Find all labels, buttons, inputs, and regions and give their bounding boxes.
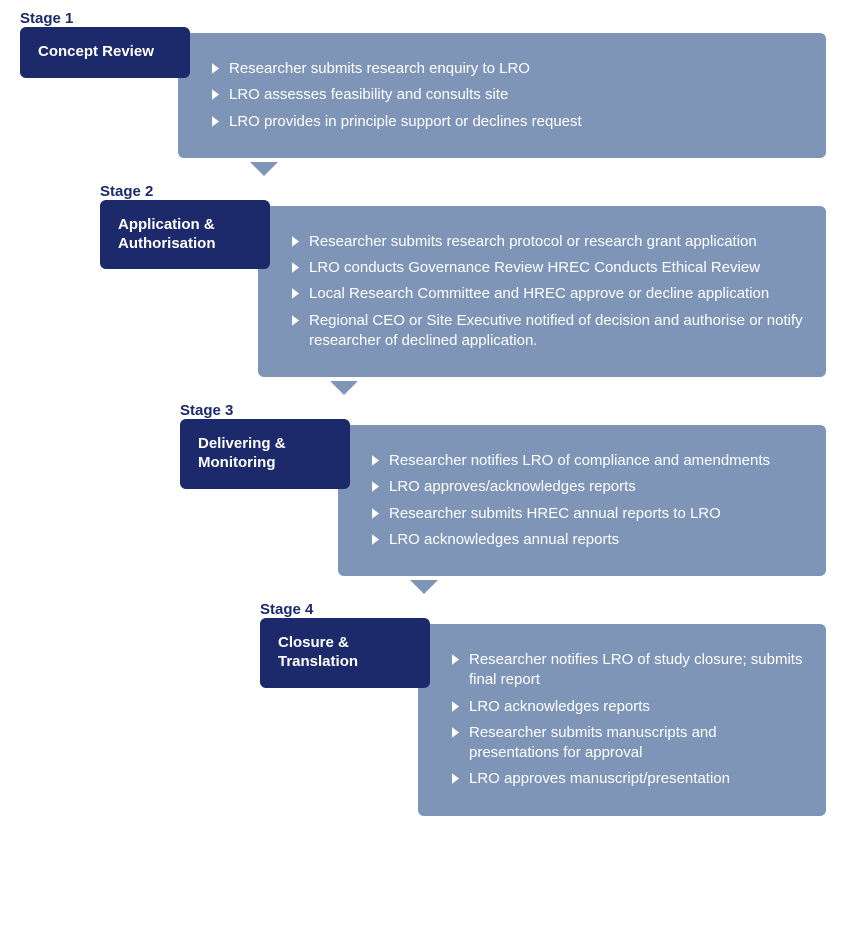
process-flow: Stage 1Concept ReviewResearcher submits …	[20, 10, 826, 816]
list-item-text: Researcher notifies LRO of compliance an…	[389, 451, 804, 471]
list-item-text: LRO conducts Governance Review HREC Cond…	[309, 258, 804, 278]
chevron-down-icon	[250, 162, 278, 176]
list-item: LRO conducts Governance Review HREC Cond…	[292, 258, 804, 278]
stage-header: Closure & Translation	[260, 618, 430, 688]
stage-row: Concept ReviewResearcher submits researc…	[20, 33, 826, 158]
list-item-text: Researcher notifies LRO of study closure…	[469, 650, 804, 691]
stage-connector	[20, 162, 826, 181]
stage-body: Researcher notifies LRO of study closure…	[418, 624, 826, 816]
list-item: Local Research Committee and HREC approv…	[292, 284, 804, 304]
list-item-text: Researcher submits HREC annual reports t…	[389, 504, 804, 524]
stage-body: Researcher submits research enquiry to L…	[178, 33, 826, 158]
caret-right-icon	[452, 727, 459, 738]
list-item: Researcher submits HREC annual reports t…	[372, 504, 804, 524]
list-item: Researcher submits research protocol or …	[292, 232, 804, 252]
stage-connector	[20, 580, 826, 599]
caret-right-icon	[212, 116, 219, 127]
caret-right-icon	[292, 288, 299, 299]
stage-block: Stage 3Delivering & MonitoringResearcher…	[20, 402, 826, 576]
list-item-text: Local Research Committee and HREC approv…	[309, 284, 804, 304]
stage-block: Stage 4Closure & TranslationResearcher n…	[20, 601, 826, 816]
list-item-text: LRO acknowledges reports	[469, 697, 804, 717]
list-item-text: LRO provides in principle support or dec…	[229, 112, 804, 132]
stage-row: Application & AuthorisationResearcher su…	[100, 206, 826, 377]
stage-block: Stage 2Application & AuthorisationResear…	[20, 183, 826, 377]
caret-right-icon	[452, 701, 459, 712]
caret-right-icon	[372, 508, 379, 519]
caret-right-icon	[212, 89, 219, 100]
list-item-text: LRO acknowledges annual reports	[389, 530, 804, 550]
list-item: LRO approves manuscript/presentation	[452, 769, 804, 789]
stage-row: Delivering & MonitoringResearcher notifi…	[180, 425, 826, 576]
list-item-text: Researcher submits manuscripts and prese…	[469, 723, 804, 764]
stage-body: Researcher submits research protocol or …	[258, 206, 826, 377]
list-item: Regional CEO or Site Executive notified …	[292, 311, 804, 352]
stage-header: Delivering & Monitoring	[180, 419, 350, 489]
stage-connector	[20, 381, 826, 400]
list-item-text: Researcher submits research enquiry to L…	[229, 59, 804, 79]
list-item: LRO approves/acknowledges reports	[372, 477, 804, 497]
stage-label: Stage 4	[260, 601, 826, 618]
stage-body: Researcher notifies LRO of compliance an…	[338, 425, 826, 576]
chevron-down-icon	[330, 381, 358, 395]
stage-block: Stage 1Concept ReviewResearcher submits …	[20, 10, 826, 158]
stage-label: Stage 1	[20, 10, 826, 27]
stage-row: Closure & TranslationResearcher notifies…	[260, 624, 826, 816]
caret-right-icon	[452, 654, 459, 665]
list-item: Researcher notifies LRO of compliance an…	[372, 451, 804, 471]
list-item: LRO acknowledges annual reports	[372, 530, 804, 550]
list-item: Researcher submits manuscripts and prese…	[452, 723, 804, 764]
chevron-down-icon	[410, 580, 438, 594]
list-item-text: LRO assesses feasibility and consults si…	[229, 85, 804, 105]
list-item: LRO assesses feasibility and consults si…	[212, 85, 804, 105]
list-item: Researcher submits research enquiry to L…	[212, 59, 804, 79]
caret-right-icon	[372, 534, 379, 545]
caret-right-icon	[452, 773, 459, 784]
caret-right-icon	[212, 63, 219, 74]
list-item: LRO provides in principle support or dec…	[212, 112, 804, 132]
stage-label: Stage 2	[100, 183, 826, 200]
caret-right-icon	[372, 481, 379, 492]
list-item-text: Regional CEO or Site Executive notified …	[309, 311, 804, 352]
list-item-text: LRO approves/acknowledges reports	[389, 477, 804, 497]
caret-right-icon	[372, 455, 379, 466]
caret-right-icon	[292, 262, 299, 273]
list-item: Researcher notifies LRO of study closure…	[452, 650, 804, 691]
caret-right-icon	[292, 236, 299, 247]
stage-header: Application & Authorisation	[100, 200, 270, 270]
list-item-text: Researcher submits research protocol or …	[309, 232, 804, 252]
list-item: LRO acknowledges reports	[452, 697, 804, 717]
stage-header: Concept Review	[20, 27, 190, 78]
list-item-text: LRO approves manuscript/presentation	[469, 769, 804, 789]
stage-label: Stage 3	[180, 402, 826, 419]
caret-right-icon	[292, 315, 299, 326]
